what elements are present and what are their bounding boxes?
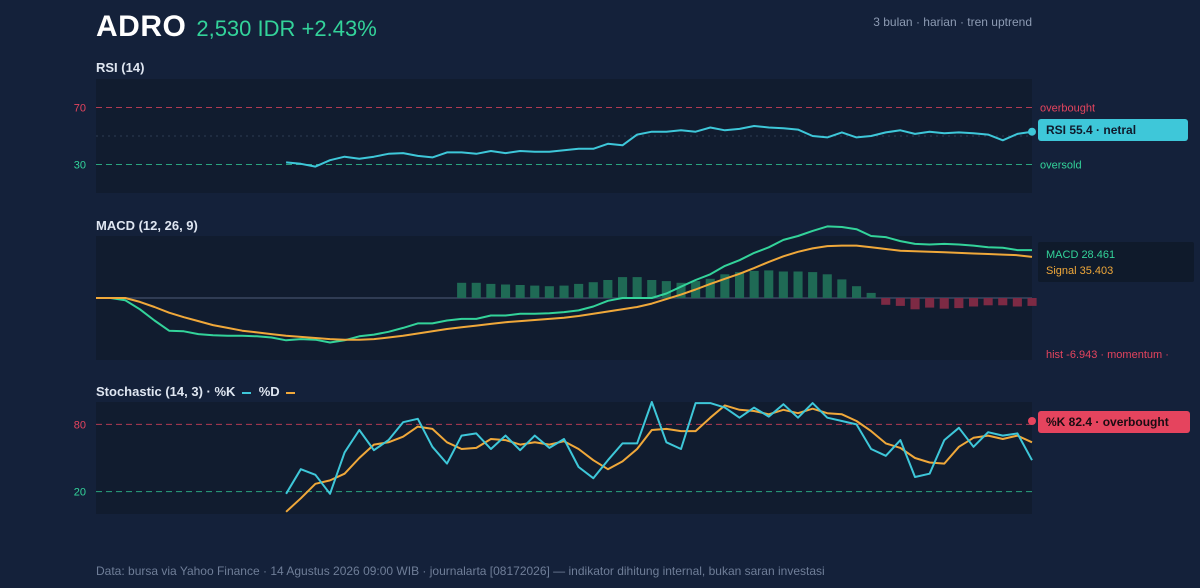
- macd-histogram-bar: [954, 298, 964, 309]
- stoch-k-line: [285, 401, 1033, 495]
- rsi-callout-box: [1038, 119, 1188, 141]
- macd-histogram-bar: [764, 270, 774, 298]
- macd-histogram-bar: [998, 298, 1008, 306]
- stoch-d-line: [285, 404, 1033, 513]
- macd-histogram-bar: [749, 270, 759, 298]
- stoch-tick-label: 20: [74, 487, 86, 499]
- macd-histogram-bar: [661, 281, 671, 298]
- macd-histogram-bar: [647, 280, 657, 298]
- macd-histogram-bar: [486, 283, 496, 298]
- rsi-callout-text: RSI 55.4 · netral: [1046, 123, 1136, 137]
- macd-histogram-bar: [939, 298, 949, 309]
- price-value: 2,530 IDR: [196, 16, 296, 41]
- macd-histogram-bar: [969, 298, 979, 307]
- macd-histogram-bar: [1012, 298, 1022, 307]
- macd-histogram-bar: [822, 274, 832, 298]
- rsi-reference-label: oversold: [1040, 160, 1082, 172]
- macd-histogram-bar: [618, 277, 628, 298]
- macd-histogram-bar: [530, 285, 540, 298]
- panel-background-3: [96, 402, 1032, 514]
- macd-histogram-bar: [676, 282, 686, 298]
- macd-histogram-bar: [720, 274, 730, 298]
- footer-source: Data: bursa via Yahoo Finance · 14 Agust…: [96, 564, 825, 578]
- macd-histogram-bar: [515, 285, 525, 298]
- price-change: 2,530 IDR +2.43%: [196, 16, 376, 42]
- d-legend-swatch: [286, 391, 296, 394]
- macd-histogram-bar: [588, 282, 598, 298]
- macd-histogram-bar: [910, 298, 920, 310]
- signal-value-label: Signal 35.403: [1046, 265, 1113, 277]
- macd-histogram-bar: [881, 298, 891, 305]
- macd-histogram-bar: [925, 298, 935, 308]
- rsi-tick-label: 30: [74, 160, 86, 172]
- chart-meta: 3 bulan · harian · tren uptrend: [873, 15, 1032, 29]
- k-legend-swatch: [242, 391, 252, 394]
- rsi-reference-label: overbought: [1040, 103, 1095, 115]
- stoch-callout-point: [1028, 417, 1036, 425]
- stoch-callout-text: %K 82.4 · overbought: [1046, 415, 1169, 429]
- macd-histogram-bar: [574, 283, 584, 298]
- d-legend-label: %D: [258, 384, 280, 399]
- macd-histogram-bar: [603, 280, 613, 298]
- macd-legend-box: [1038, 242, 1194, 282]
- macd-value-label: MACD 28.461: [1046, 249, 1115, 261]
- macd-histogram-bar: [895, 298, 905, 306]
- macd-histogram-bar: [808, 272, 818, 298]
- macd-histogram-bar: [837, 279, 847, 298]
- rsi-last-point: [1028, 127, 1036, 136]
- macd-histogram-bar: [457, 282, 467, 298]
- macd-line: [96, 225, 1032, 344]
- macd-histogram-bar: [632, 277, 642, 298]
- signal-line: [96, 244, 1033, 341]
- stoch-tick-label: 80: [74, 419, 86, 431]
- stoch-panel-title: Stochastic (14, 3) · %K %D: [96, 384, 299, 399]
- rsi-line: [286, 125, 1033, 168]
- macd-panel-title: MACD (12, 26, 9): [96, 218, 198, 233]
- rsi-tick-label: 70: [74, 103, 86, 115]
- macd-histogram-bar: [983, 298, 993, 306]
- ticker-symbol: ADRO: [96, 10, 187, 43]
- change-value: +2.43%: [301, 16, 377, 41]
- macd-histogram-bar: [793, 271, 803, 298]
- macd-histogram-bar: [1027, 298, 1037, 306]
- histogram-value-label: hist -6.943 · momentum ·: [1046, 349, 1169, 361]
- macd-histogram-bar: [471, 282, 481, 298]
- macd-histogram-bar: [559, 285, 569, 298]
- stoch-title-text: Stochastic (14, 3) · %K: [96, 384, 236, 399]
- macd-histogram-bar: [735, 272, 745, 298]
- rsi-panel-title: RSI (14): [96, 60, 145, 75]
- macd-histogram-bar: [544, 286, 554, 298]
- macd-histogram-bar: [866, 292, 876, 298]
- stoch-callout-box: [1038, 411, 1190, 433]
- macd-histogram-bar: [852, 286, 862, 298]
- macd-histogram-bar: [501, 284, 511, 298]
- macd-histogram-bar: [778, 271, 788, 298]
- header: ADRO 2,530 IDR +2.43%: [96, 10, 377, 44]
- macd-histogram-bar: [705, 278, 715, 298]
